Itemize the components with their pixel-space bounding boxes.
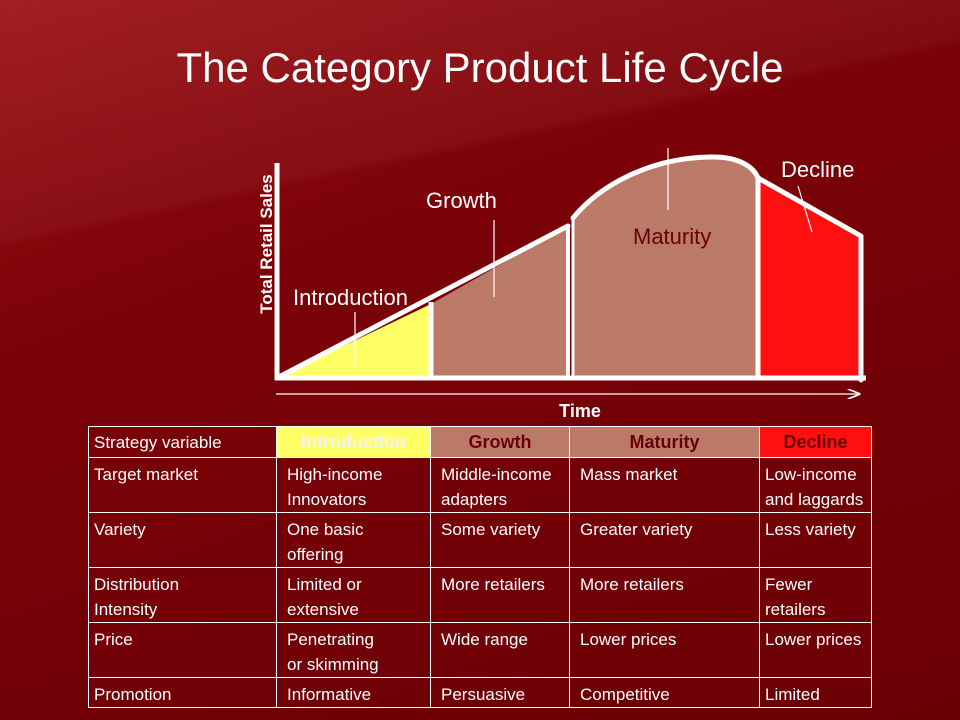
cell-line: Penetrating (287, 630, 374, 649)
cell-growth: Middle-income adapters (430, 457, 570, 513)
maturity-area (573, 156, 757, 378)
stage-label-maturity: Maturity (633, 224, 711, 249)
cell-introduction: Limited or extensive (276, 567, 431, 623)
cell-line: Limited (765, 685, 820, 704)
cell-line: Intensity (94, 600, 158, 619)
cell-maturity: Mass market (569, 457, 760, 513)
cell-maturity: Greater variety (569, 512, 760, 568)
cell-variable: Distribution Intensity (88, 567, 277, 623)
stage-label-decline: Decline (781, 157, 854, 182)
cell-line: Promotion (94, 685, 172, 704)
header-maturity: Maturity (569, 426, 760, 458)
decline-area (760, 178, 861, 378)
cell-line: retailers (765, 600, 826, 619)
x-axis-label: Time (559, 401, 601, 421)
cell-line: or skimming (287, 655, 379, 674)
cell-line: Greater variety (580, 520, 693, 539)
cell-line: Lower prices (580, 630, 677, 649)
stage-label-introduction: Introduction (293, 285, 408, 310)
cell-line: Competitive (580, 685, 670, 704)
cell-maturity: More retailers (569, 567, 760, 623)
table-header-row: Strategy variable Introduction Growth Ma… (88, 426, 872, 458)
cell-growth: More retailers (430, 567, 570, 623)
table-row: Target market High-income Innovators Middle… (88, 457, 872, 513)
cell-line: Mass market (580, 465, 678, 484)
cell-line: and laggards (765, 490, 864, 509)
cell-introduction: High-income Innovators (276, 457, 431, 513)
cell-line: Less variety (765, 520, 856, 539)
cell-line: Persuasive (441, 685, 526, 704)
cell-line: offering (287, 545, 344, 564)
strategy-table: Strategy variable Introduction Growth Ma… (88, 426, 872, 708)
header-decline: Decline (759, 426, 872, 458)
table-row: Promotion Informative Persuasive Competitiv… (88, 677, 872, 708)
header-growth: Growth (430, 426, 570, 458)
cell-line: adapters (441, 490, 508, 509)
slide-title: The Category Product Life Cycle (176, 44, 784, 91)
cell-growth: Wide range (430, 622, 570, 678)
cell-decline: Fewer retailers (759, 567, 872, 623)
table-row: Distribution Intensity Limited or extensive… (88, 567, 872, 623)
cell-line: extensive (287, 600, 359, 619)
table-row: Price Penetrating or skimming Wide range Low… (88, 622, 872, 678)
cell-variable: Variety (88, 512, 277, 568)
cell-maturity: Lower prices (569, 622, 760, 678)
table-body: Target market High-income Innovators Middle… (88, 457, 872, 708)
cell-decline: Low-income and laggards (759, 457, 872, 513)
cell-introduction: Penetrating or skimming (276, 622, 431, 678)
cell-line: More retailers (441, 575, 545, 594)
cell-decline: Lower prices (759, 622, 872, 678)
cell-introduction: One basic offering (276, 512, 431, 568)
cell-line: Variety (94, 520, 146, 539)
cell-line: Innovators (287, 490, 367, 509)
cell-line: Limited or (287, 575, 362, 594)
cell-introduction: Informative (276, 677, 431, 708)
stage-label-growth: Growth (426, 188, 497, 213)
cell-line: Low-income (765, 465, 857, 484)
cell-decline: Limited (759, 677, 872, 708)
cell-decline: Less variety (759, 512, 872, 568)
cell-line: Informative (287, 685, 372, 704)
cell-growth: Persuasive (430, 677, 570, 708)
cell-line: Price (94, 630, 133, 649)
decline-pointer (797, 185, 813, 233)
cell-line: High-income (287, 465, 383, 484)
cell-line: Fewer (765, 575, 813, 594)
cell-line: One basic (287, 520, 364, 539)
cell-line: Distribution (94, 575, 180, 594)
table-row: Variety One basic offering Some variety Grea… (88, 512, 872, 568)
cell-growth: Some variety (430, 512, 570, 568)
cell-line: More retailers (580, 575, 684, 594)
y-axis-label: Total Retail Sales (257, 174, 276, 314)
sales-curve (274, 154, 864, 383)
growth-area (431, 226, 568, 378)
cell-line: Lower prices (765, 630, 862, 649)
cell-variable: Promotion (88, 677, 277, 708)
cell-variable: Price (88, 622, 277, 678)
cell-variable: Target market (88, 457, 277, 513)
header-strategy-variable: Strategy variable (88, 426, 277, 458)
cell-line: Wide range (441, 630, 528, 649)
cell-maturity: Competitive (569, 677, 760, 708)
cell-line: Target market (94, 465, 198, 484)
cell-line: Middle-income (441, 465, 552, 484)
header-introduction: Introduction (276, 426, 431, 458)
cell-line: Some variety (441, 520, 541, 539)
